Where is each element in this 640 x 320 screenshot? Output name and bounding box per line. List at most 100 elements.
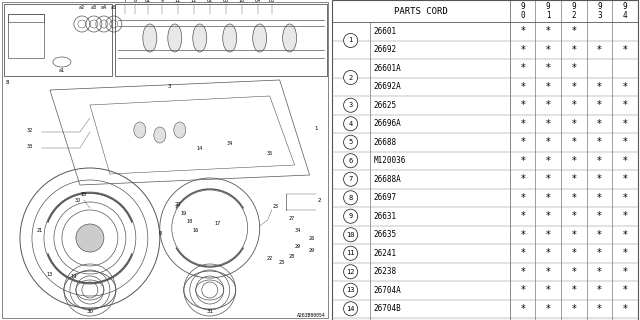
Circle shape (344, 154, 358, 168)
Text: 17: 17 (214, 221, 221, 226)
Text: o1: o1 (145, 0, 151, 3)
Text: *: * (597, 100, 602, 110)
Text: 1: 1 (314, 126, 317, 131)
Text: *: * (520, 100, 525, 110)
Text: *: * (597, 156, 602, 166)
Text: *: * (597, 174, 602, 184)
Text: *: * (520, 174, 525, 184)
Text: *: * (520, 193, 525, 203)
Text: *: * (572, 248, 576, 258)
Bar (8, 14, 44, 22)
Text: *: * (572, 267, 576, 277)
Text: *: * (572, 211, 576, 221)
Text: *: * (520, 45, 525, 55)
Text: 16: 16 (193, 228, 199, 233)
Text: 9
1: 9 1 (546, 2, 550, 20)
Text: 26631: 26631 (374, 212, 397, 221)
Text: *: * (572, 82, 576, 92)
Text: *: * (597, 45, 602, 55)
Text: *: * (623, 45, 628, 55)
Text: *: * (546, 119, 550, 129)
Text: M120036: M120036 (374, 156, 406, 165)
Text: *: * (623, 100, 628, 110)
Text: 19: 19 (180, 211, 187, 216)
Text: o4: o4 (255, 0, 260, 3)
Text: *: * (520, 304, 525, 314)
Text: 7: 7 (124, 0, 127, 3)
Text: *: * (520, 137, 525, 147)
Text: 26625: 26625 (374, 101, 397, 110)
Circle shape (344, 34, 358, 48)
Text: 14: 14 (71, 274, 77, 279)
Text: *: * (520, 211, 525, 221)
Text: *: * (520, 285, 525, 295)
Text: 25: 25 (273, 204, 279, 209)
Text: 26688A: 26688A (374, 175, 401, 184)
Text: *: * (623, 82, 628, 92)
Text: *: * (597, 267, 602, 277)
Text: 10: 10 (239, 0, 245, 3)
Text: 26688: 26688 (374, 138, 397, 147)
Text: *: * (597, 82, 602, 92)
Text: *: * (623, 156, 628, 166)
Text: *: * (520, 63, 525, 73)
Text: *: * (520, 156, 525, 166)
Text: *: * (546, 248, 550, 258)
Text: *: * (520, 119, 525, 129)
Circle shape (344, 117, 358, 131)
Text: *: * (623, 304, 628, 314)
Text: 11: 11 (346, 250, 355, 256)
Circle shape (344, 135, 358, 149)
Text: *: * (572, 174, 576, 184)
Text: *: * (597, 248, 602, 258)
Text: *: * (546, 285, 550, 295)
Text: *: * (572, 156, 576, 166)
Text: 9: 9 (160, 0, 163, 3)
Circle shape (344, 283, 358, 297)
Text: 9
0: 9 0 (520, 2, 525, 20)
Text: 6: 6 (349, 158, 353, 164)
Text: 26601A: 26601A (374, 64, 401, 73)
Text: a3: a3 (91, 5, 97, 10)
Bar (4, 4, 112, 76)
Text: *: * (546, 304, 550, 314)
Text: *: * (572, 63, 576, 73)
Text: 28: 28 (289, 254, 295, 259)
Ellipse shape (168, 24, 182, 52)
Text: *: * (572, 45, 576, 55)
Text: 26704A: 26704A (374, 286, 401, 295)
Text: *: * (572, 193, 576, 203)
Text: *: * (520, 26, 525, 36)
Text: 9: 9 (349, 213, 353, 219)
Text: a2: a2 (79, 5, 85, 10)
Text: a4: a4 (101, 5, 107, 10)
Ellipse shape (253, 24, 267, 52)
Text: 26696A: 26696A (374, 119, 401, 128)
Text: 21: 21 (37, 228, 43, 233)
Text: 3: 3 (349, 102, 353, 108)
Circle shape (344, 302, 358, 316)
Circle shape (344, 209, 358, 223)
Ellipse shape (283, 24, 297, 52)
Text: 26238: 26238 (374, 267, 397, 276)
Circle shape (344, 228, 358, 242)
Text: o5: o5 (269, 0, 275, 3)
Text: *: * (623, 267, 628, 277)
Text: *: * (546, 156, 550, 166)
Text: 10: 10 (346, 232, 355, 238)
Text: 8: 8 (6, 80, 10, 85)
Circle shape (344, 172, 358, 186)
Text: A263B00054: A263B00054 (297, 313, 326, 318)
Text: 32: 32 (27, 128, 33, 133)
Ellipse shape (223, 24, 237, 52)
Text: *: * (597, 211, 602, 221)
Text: 30: 30 (75, 198, 81, 203)
Text: 11: 11 (175, 0, 181, 3)
Text: 23: 23 (278, 260, 285, 265)
Text: 26697: 26697 (374, 193, 397, 202)
Text: *: * (623, 174, 628, 184)
Text: 1: 1 (349, 37, 353, 44)
Bar (8, 14, 44, 58)
Text: *: * (572, 100, 576, 110)
Text: PARTS CORD: PARTS CORD (394, 6, 447, 15)
